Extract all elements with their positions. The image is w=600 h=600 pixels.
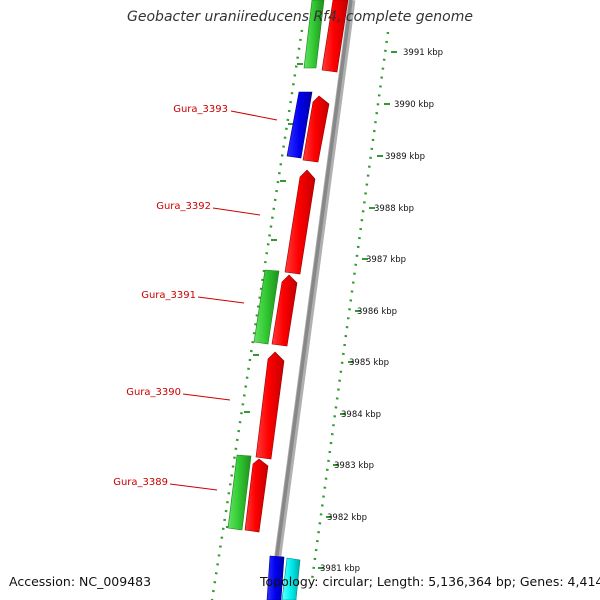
genome-summary-text: Topology: circular; Length: 5,136,364 bp… bbox=[260, 574, 600, 589]
forward-strand-features bbox=[244, 0, 349, 533]
feature-red-3391 bbox=[271, 274, 298, 347]
scale-label-3988: 3988 kbp bbox=[374, 204, 414, 214]
outer-ring-dashes bbox=[318, 51, 397, 569]
scale-label-3981: 3981 kbp bbox=[320, 564, 360, 574]
feature-blue-3393 bbox=[286, 91, 313, 159]
scale-label-3989: 3989 kbp bbox=[385, 152, 425, 162]
scale-label-3982: 3982 kbp bbox=[327, 513, 367, 523]
scale-label-3985: 3985 kbp bbox=[349, 358, 389, 368]
feature-red-3392 bbox=[284, 169, 316, 275]
gene-label-gura-3389: Gura_3389 bbox=[113, 477, 168, 488]
gene-label-gura-3391: Gura_3391 bbox=[141, 290, 196, 301]
feature-red-3390 bbox=[255, 351, 285, 460]
leader-lines bbox=[169, 110, 278, 491]
gene-label-gura-3390: Gura_3390 bbox=[126, 387, 181, 398]
scale-label-3987: 3987 kbp bbox=[366, 255, 406, 265]
gene-label-gura-3393: Gura_3393 bbox=[173, 104, 228, 115]
scale-label-3983: 3983 kbp bbox=[334, 461, 374, 471]
feature-red-3389 bbox=[244, 458, 269, 533]
scale-label-3986: 3986 kbp bbox=[357, 307, 397, 317]
scale-label-3990: 3990 kbp bbox=[394, 100, 434, 110]
feature-green-3391 bbox=[253, 269, 280, 345]
scale-label-3991: 3991 kbp bbox=[403, 48, 443, 58]
backbone bbox=[269, 0, 353, 600]
gene-label-gura-3392: Gura_3392 bbox=[156, 201, 211, 212]
scale-label-3984: 3984 kbp bbox=[341, 410, 381, 420]
feature-blue-bottom bbox=[266, 555, 285, 600]
accession-text: Accession: NC_009483 bbox=[9, 574, 152, 589]
gene-labels: Gura_3393 Gura_3392 Gura_3391 Gura_3390 … bbox=[113, 104, 228, 488]
feature-green-3389 bbox=[227, 454, 252, 531]
feature-red-top bbox=[321, 0, 349, 73]
map-title: Geobacter uraniireducens Rf4, complete g… bbox=[127, 9, 473, 25]
reverse-strand-features bbox=[227, 0, 325, 600]
feature-green-top bbox=[303, 0, 325, 69]
feature-red-3393 bbox=[302, 95, 330, 163]
scale-labels: 3991 kbp 3990 kbp 3989 kbp 3988 kbp 3987… bbox=[320, 48, 443, 574]
inner-tick-ring bbox=[210, 29, 304, 600]
feature-cyan-bottom bbox=[281, 557, 301, 600]
